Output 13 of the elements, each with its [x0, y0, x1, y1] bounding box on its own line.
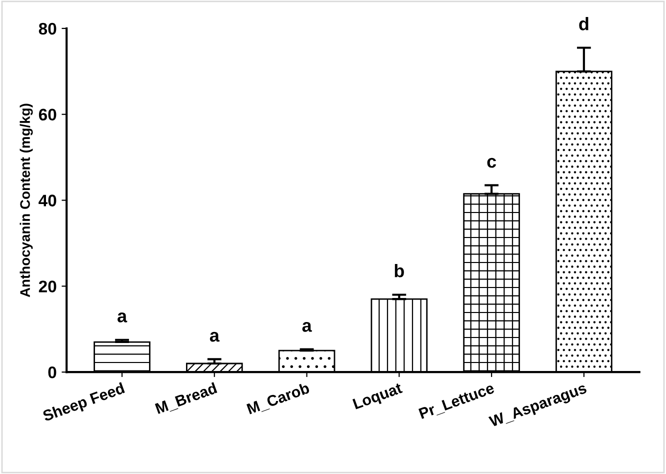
annotation: b	[394, 264, 404, 278]
y-axis-title: Anthocyanin Content (mg/kg)	[20, 104, 33, 298]
annotation: d	[579, 17, 588, 30]
annotation: a	[302, 322, 312, 332]
y-tick-label: 20	[38, 280, 56, 292]
y-tick-label: 40	[38, 194, 56, 206]
x-tick-label: Sheep Feed	[42, 382, 126, 424]
y-tick-label: 60	[38, 108, 56, 121]
annotation: c	[487, 158, 496, 168]
y-tick-label: 0	[48, 366, 56, 378]
annotation: a	[210, 332, 220, 342]
y-tick-label: 80	[38, 22, 56, 35]
annotation: a	[118, 312, 128, 322]
